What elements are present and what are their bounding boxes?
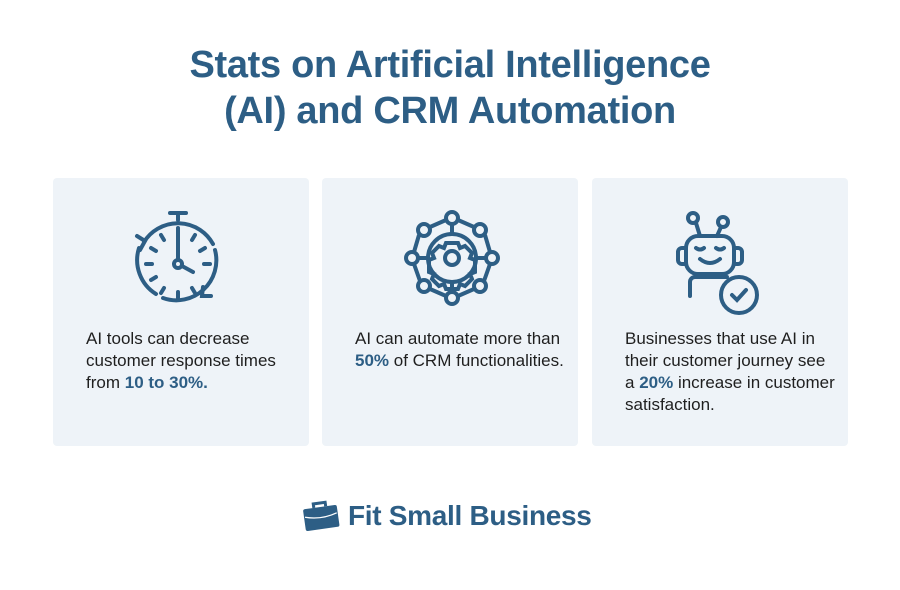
briefcase-icon [303, 500, 340, 531]
brand-logo: Fit Small Business [302, 496, 592, 536]
stopwatch-icon [135, 211, 219, 303]
title-line-2: (AI) and CRM Automation [224, 90, 676, 132]
stat-text: Businesses that use AI in their customer… [625, 329, 835, 414]
stat-highlight: 50% [355, 351, 390, 370]
stat-card-crm-automation: AI can automate more than 50% of CRM fun… [322, 178, 578, 446]
robot-check-icon [676, 211, 759, 315]
page-title: Stats on Artificial Intelligence (AI) an… [0, 42, 900, 134]
stat-text: AI can automate more than 50% of CRM fun… [355, 329, 564, 370]
stat-highlight: 20% [639, 373, 674, 392]
stat-card-response-times: AI tools can decrease customer response … [53, 178, 309, 446]
stat-highlight: 10 to 30%. [124, 373, 208, 392]
stat-text: AI tools can decrease customer response … [86, 329, 276, 392]
title-line-1: Stats on Artificial Intelligence [189, 44, 711, 86]
network-gear-icon [404, 210, 500, 306]
brand-name: Fit Small Business [348, 500, 592, 531]
stat-card-customer-satisfaction: Businesses that use AI in their customer… [592, 178, 848, 446]
